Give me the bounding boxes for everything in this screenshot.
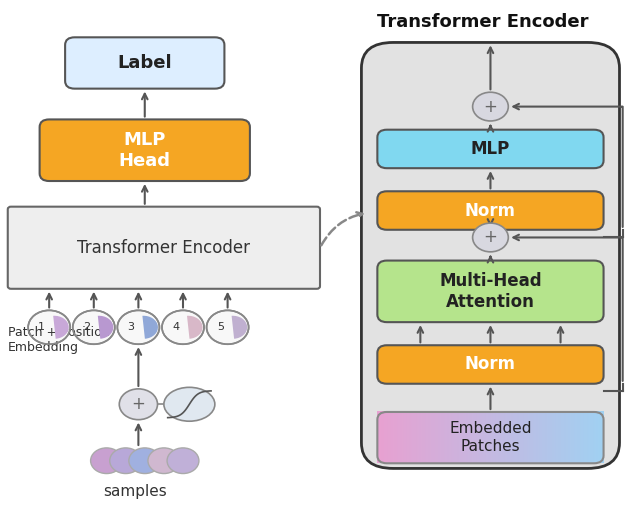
Wedge shape: [53, 316, 68, 339]
Text: +: +: [483, 229, 497, 247]
Text: MLP
Head: MLP Head: [119, 131, 171, 170]
Text: Multi-Head
Attention: Multi-Head Attention: [439, 272, 542, 311]
Text: 4: 4: [172, 322, 179, 332]
Ellipse shape: [164, 388, 215, 421]
Wedge shape: [143, 316, 158, 339]
Text: Patch + Position
Embedding: Patch + Position Embedding: [8, 326, 109, 354]
Text: +: +: [483, 98, 497, 116]
FancyBboxPatch shape: [362, 42, 620, 469]
Circle shape: [28, 310, 70, 344]
FancyBboxPatch shape: [378, 345, 604, 384]
Text: Transformer Encoder: Transformer Encoder: [77, 239, 250, 257]
FancyBboxPatch shape: [40, 119, 250, 181]
Text: Norm: Norm: [465, 202, 516, 219]
Text: MLP: MLP: [471, 140, 510, 158]
Wedge shape: [98, 316, 113, 339]
Text: Transformer Encoder: Transformer Encoder: [377, 13, 588, 31]
Circle shape: [148, 448, 180, 474]
Text: samples: samples: [103, 484, 167, 499]
Circle shape: [129, 448, 161, 474]
Circle shape: [472, 92, 508, 121]
Text: 2: 2: [83, 322, 90, 332]
Circle shape: [207, 310, 248, 344]
Wedge shape: [232, 316, 247, 339]
Text: Label: Label: [118, 54, 172, 72]
Circle shape: [472, 223, 508, 252]
Text: 3: 3: [127, 322, 134, 332]
Text: 5: 5: [217, 322, 224, 332]
Circle shape: [117, 310, 159, 344]
Circle shape: [91, 448, 122, 474]
FancyBboxPatch shape: [378, 261, 604, 322]
Circle shape: [73, 310, 115, 344]
FancyBboxPatch shape: [8, 207, 320, 289]
Text: Embedded
Patches: Embedded Patches: [449, 422, 532, 454]
Circle shape: [167, 448, 199, 474]
Circle shape: [162, 310, 204, 344]
Circle shape: [109, 448, 141, 474]
FancyBboxPatch shape: [378, 191, 604, 230]
Text: +: +: [131, 395, 145, 413]
Text: Norm: Norm: [465, 356, 516, 374]
Text: 1: 1: [38, 322, 45, 332]
FancyBboxPatch shape: [65, 37, 225, 89]
Circle shape: [119, 389, 157, 420]
Wedge shape: [187, 316, 202, 339]
FancyBboxPatch shape: [378, 130, 604, 168]
